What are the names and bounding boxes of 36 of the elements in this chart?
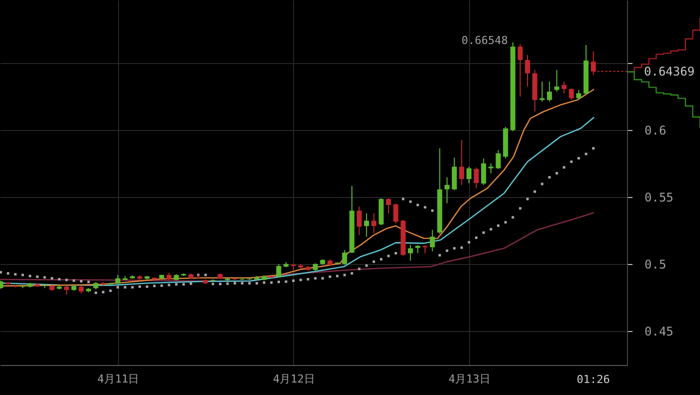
- text: 01:26: [576, 373, 610, 386]
- candlestick: [496, 150, 501, 170]
- y-tick-label: 0.6: [644, 123, 666, 138]
- candlestick: [342, 250, 348, 266]
- x-tick-label: 4月12日: [272, 372, 315, 386]
- y-tick-label: 0.5: [644, 257, 666, 272]
- candlestick: [356, 206, 362, 236]
- candlestick: [474, 166, 479, 189]
- candlestick: [568, 88, 574, 100]
- candlestick: [562, 81, 567, 94]
- candlestick: [393, 203, 398, 224]
- candlestick: [408, 244, 413, 262]
- candlestick: [540, 81, 545, 102]
- candlestick: [371, 212, 376, 234]
- candlestick: [481, 158, 486, 186]
- candlestick: [364, 212, 370, 238]
- candlestick: [576, 89, 582, 100]
- candlestick: [525, 54, 530, 88]
- candlestick: [386, 198, 391, 214]
- candlestick: [452, 157, 457, 191]
- candlestick: [459, 140, 464, 186]
- candlestick: [488, 162, 494, 174]
- candlestick: [546, 81, 552, 102]
- y-tick-label: 0.45: [644, 324, 674, 338]
- candlestick: [554, 69, 560, 92]
- y-tick-label: 0.55: [644, 190, 674, 204]
- ref-line-label: 0.64369: [644, 64, 695, 78]
- candlestick: [444, 176, 450, 204]
- candlestick: [430, 229, 435, 252]
- annotation: 0.66548: [462, 34, 508, 48]
- candlestick: [466, 166, 472, 184]
- candlestick: [518, 44, 523, 98]
- candlestick: [276, 263, 282, 278]
- x-tick-label: 4月11日: [97, 372, 140, 386]
- x-tick-label: 4月13日: [448, 372, 490, 386]
- candlestick: [115, 274, 120, 285]
